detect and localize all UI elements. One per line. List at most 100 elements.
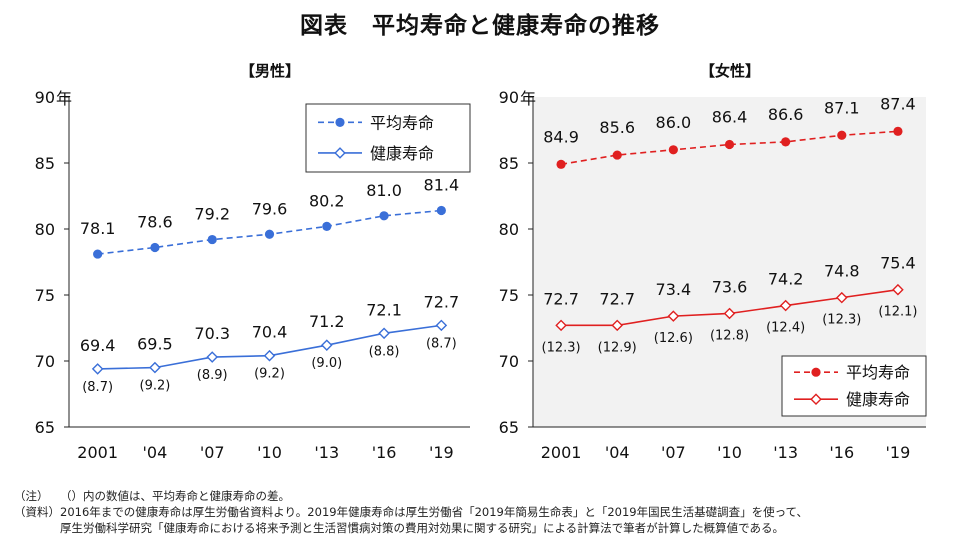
note-text: （）内の数値は、平均寿命と健康寿命の差。 [60,489,290,503]
female-avg-point [724,139,735,150]
male-avg-point [322,221,332,231]
female-gap-label: (12.3) [822,313,861,328]
female-y-tick-label: 90 [499,88,519,107]
female-x-tick-label: '10 [717,443,742,462]
male-y-unit-label: 年 [56,89,72,108]
female-x-tick-label: 2001 [541,443,582,462]
female-avg-point [781,137,791,147]
female-avg-point [556,159,566,169]
female-healthy-data-label: 73.6 [712,277,748,296]
female-x-tick-label: '07 [661,443,686,462]
female-healthy-point [555,319,567,332]
male-healthy-point [91,363,104,375]
female-healthy-data-label: 75.4 [880,254,916,273]
male-x-tick-label: '19 [429,443,454,462]
male-gap-label: (8.9) [197,368,228,383]
female-healthy-data-label: 72.7 [599,289,635,308]
female-legend-healthy-label: 健康寿命 [846,390,910,409]
male-healthy-point [378,327,390,340]
female-y-tick-label: 80 [499,220,519,239]
male-y-tick-label: 85 [35,154,55,173]
female-avg-point [668,145,678,155]
note-line: （注） （）内の数値は、平均寿命と健康寿命の差。 [14,488,290,504]
female-avg-point [612,150,622,160]
male-gap-label: (9.2) [140,379,171,394]
female-avg-data-label: 85.6 [599,118,635,137]
male-healthy-data-label: 72.7 [424,292,460,311]
female-avg-data-label: 87.4 [880,94,916,113]
female-gap-label: (12.9) [598,340,637,355]
page-title: 図表 平均寿命と健康寿命の推移 [300,13,660,39]
female-healthy-point [723,307,736,320]
male-x-tick-label: '13 [314,443,339,462]
male-y-tick-label: 75 [35,286,55,305]
female-x-tick-label: '16 [829,443,854,462]
female-gap-label: (12.1) [878,305,917,320]
male-y-tick-label: 80 [35,220,55,239]
female-legend-avg-marker [811,367,821,377]
female-avg-data-label: 86.6 [768,105,804,124]
male-healthy-data-label: 69.4 [80,336,116,355]
male-avg-point [264,229,275,239]
female-y-tick-label: 85 [499,154,519,173]
female-y-tick-label: 70 [499,352,519,371]
male-x-tick-label: '16 [372,443,397,462]
male-avg-point [150,242,160,253]
female-legend-box [781,355,927,417]
female-healthy-point [835,291,848,304]
female-healthy-point [611,319,624,332]
male-avg-point [436,205,446,216]
male-y-tick-label: 90 [35,88,55,107]
male-legend-healthy-label: 健康寿命 [370,144,434,163]
male-gap-label: (9.2) [254,367,285,382]
male-avg-data-label: 79.6 [252,199,288,218]
male-x-tick-label: '04 [143,443,168,462]
male-panel-title: 【男性】 [240,62,300,80]
male-avg-point [207,234,217,245]
male-healthy-data-label: 72.1 [366,300,402,319]
female-healthy-data-label: 74.8 [824,262,860,281]
male-healthy-point [206,351,219,363]
male-gap-label: (9.0) [311,356,342,371]
male-healthy-point [263,349,276,362]
note-label: （注） [14,489,49,503]
source-text-1: 2016年までの健康寿命は厚生労働省資料より。2019年健康寿命は厚生労働省「2… [60,505,808,519]
male-legend-healthy-marker [334,147,346,159]
male-healthy-data-label: 70.4 [252,323,288,342]
female-healthy-point [667,310,680,322]
female-healthy-point [892,283,904,296]
male-healthy-point [320,339,333,351]
male-avg-point [379,211,389,221]
male-x-tick-label: '07 [200,443,225,462]
male-legend-avg-marker [335,117,345,127]
female-legend-healthy-marker [810,393,822,405]
female-avg-point [837,130,847,140]
male-x-tick-label: '10 [257,443,282,462]
male-gap-label: (8.8) [369,344,400,359]
female-avg-data-label: 86.0 [656,113,692,132]
female-y-unit-label: 年 [520,89,536,108]
female-gap-label: (12.6) [654,331,693,346]
male-avg-data-label: 79.2 [194,205,230,224]
male-legend-avg-label: 平均寿命 [370,113,434,132]
female-x-tick-label: '19 [886,443,911,462]
female-gap-label: (12.4) [766,321,805,336]
female-avg-data-label: 87.1 [824,98,860,117]
female-x-tick-label: '13 [773,443,798,462]
male-healthy-point [149,361,161,374]
male-y-tick-label: 70 [35,352,55,371]
male-healthy-data-label: 71.2 [309,312,345,331]
female-gap-label: (12.3) [542,340,581,355]
female-healthy-data-label: 72.7 [543,289,579,308]
male-healthy-data-label: 69.5 [137,335,173,354]
male-y-tick-label: 65 [35,418,55,437]
male-avg-point [93,249,103,259]
female-healthy-point [779,299,792,312]
male-healthy-data-label: 70.3 [194,324,230,343]
male-healthy-point [435,319,448,332]
male-avg-data-label: 80.2 [309,191,345,210]
male-avg-data-label: 78.6 [137,212,173,231]
female-legend-avg-label: 平均寿命 [846,363,910,382]
female-y-tick-label: 65 [499,418,519,437]
